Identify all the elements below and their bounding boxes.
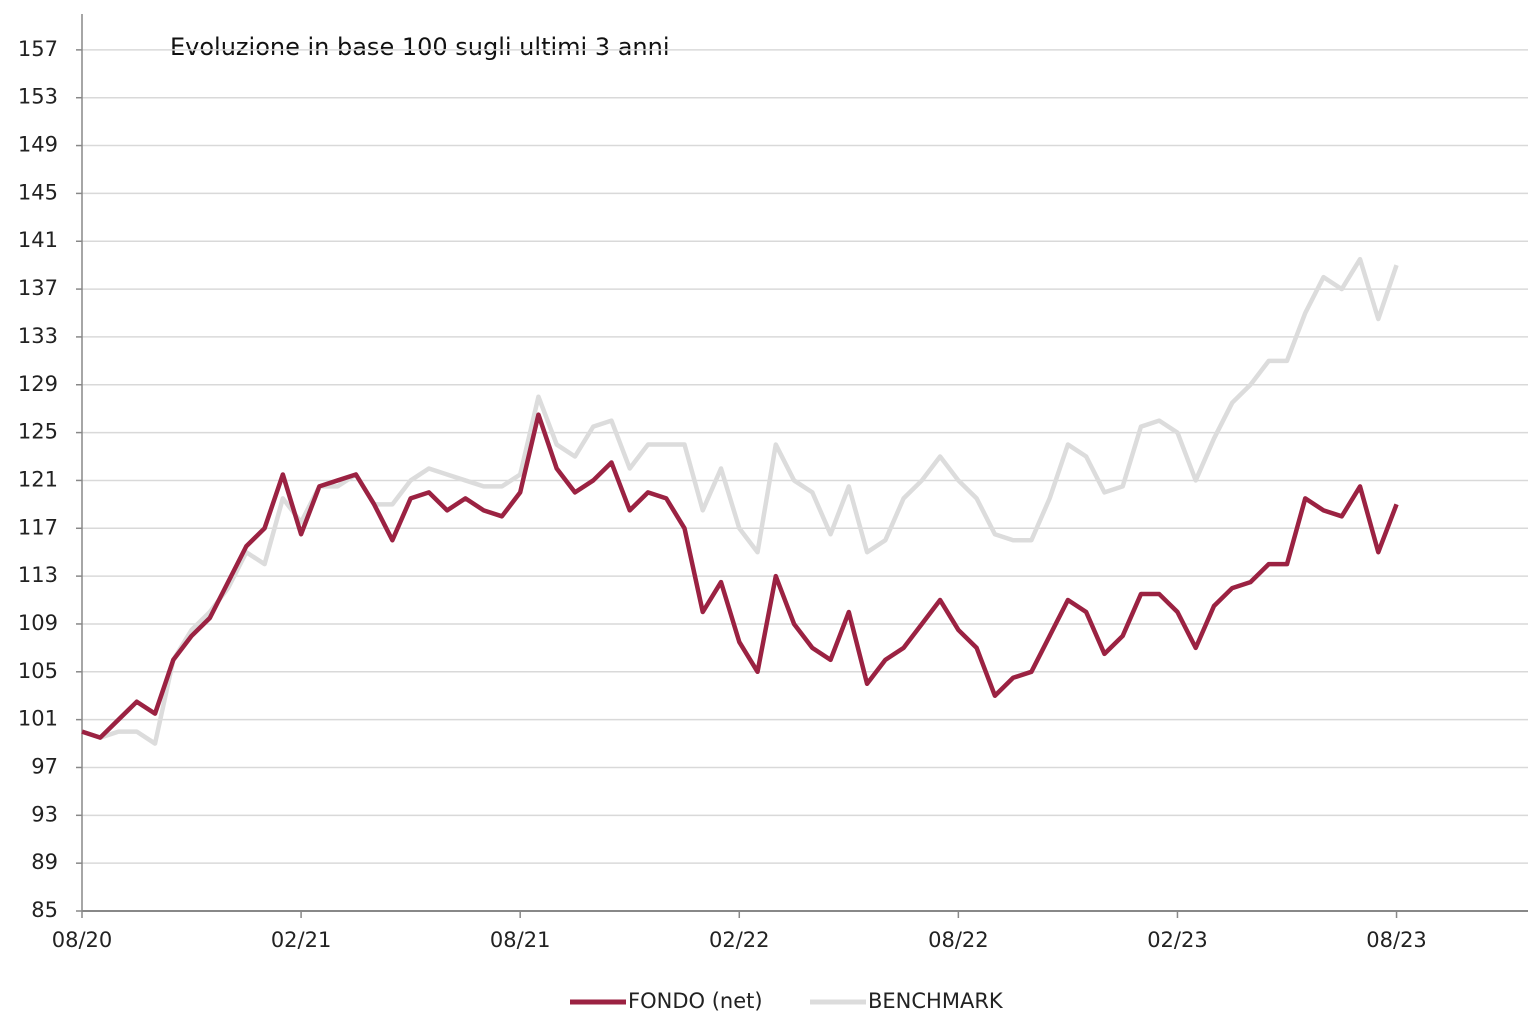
line-series: [81, 256, 1399, 746]
y-tick-label: 121: [18, 467, 58, 491]
y-tick-label: 125: [18, 420, 58, 444]
y-tick-label: 149: [18, 133, 58, 157]
y-tick-label: 109: [18, 611, 58, 635]
y-tick-label: 117: [18, 515, 58, 539]
y-tick-label: 133: [18, 324, 58, 348]
y-tick-label: 93: [31, 802, 58, 826]
y-tick-label: 153: [18, 85, 58, 109]
y-tick-label: 129: [18, 372, 58, 396]
y-tick-label: 137: [18, 276, 58, 300]
y-tick-label: 97: [31, 754, 58, 778]
line-series: [81, 412, 1399, 740]
y-tick-label: 105: [18, 659, 58, 683]
y-tick-label: 141: [18, 228, 58, 252]
chart-title: Evoluzione in base 100 sugli ultimi 3 an…: [170, 33, 670, 61]
x-tick-label: 08/23: [1366, 928, 1427, 952]
legend-label: BENCHMARK: [868, 989, 1004, 1013]
x-tick-label: 02/23: [1147, 928, 1208, 952]
y-tick-label: 85: [31, 898, 58, 922]
x-tick-label: 02/22: [709, 928, 770, 952]
y-tick-label: 89: [31, 850, 58, 874]
y-tick-label: 101: [18, 707, 58, 731]
x-tick-label: 08/21: [490, 928, 551, 952]
y-tick-label: 157: [18, 37, 58, 61]
legend-label: FONDO (net): [628, 989, 763, 1013]
x-tick-label: 08/20: [52, 928, 113, 952]
y-tick-label: 145: [18, 180, 58, 204]
y-tick-label: 113: [18, 563, 58, 587]
x-tick-label: 02/21: [271, 928, 332, 952]
x-tick-label: 08/22: [928, 928, 989, 952]
